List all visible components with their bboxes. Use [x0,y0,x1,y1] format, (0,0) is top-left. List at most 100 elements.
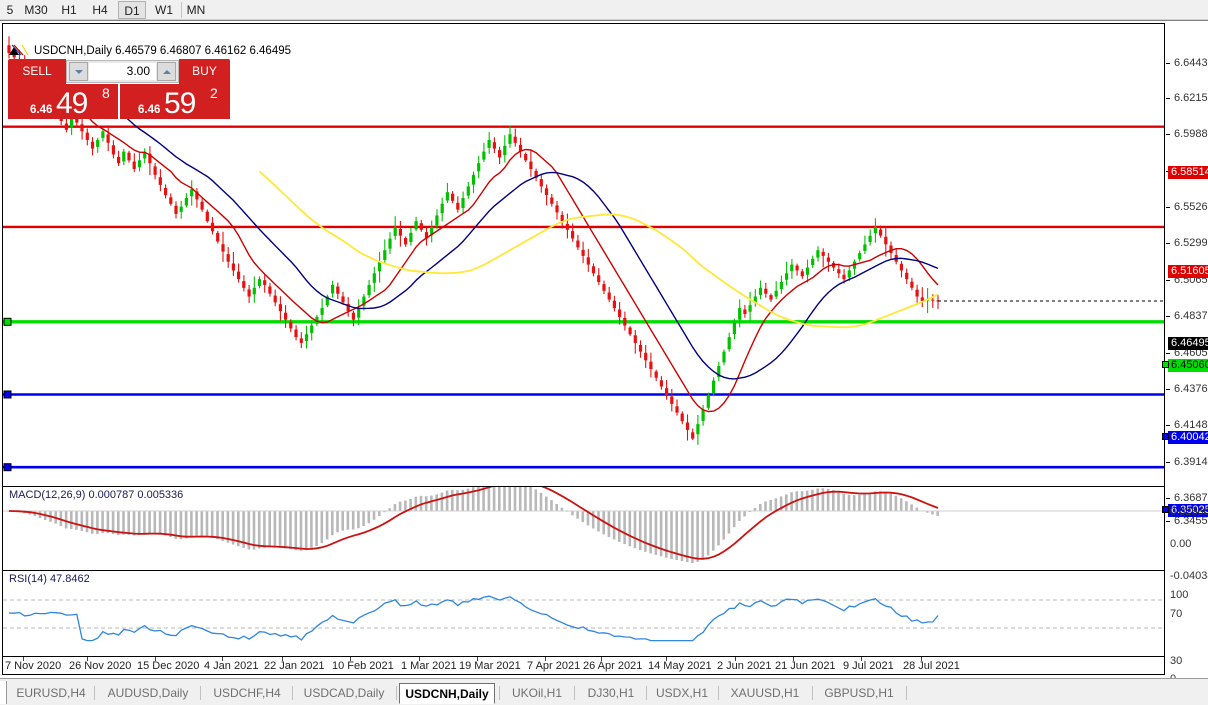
macd-axis-label: 0.025609 [1170,506,1208,518]
chart-tab-eurusd-h4[interactable]: EURUSD,H4 [16,686,86,700]
level-drag-handle[interactable] [1162,361,1169,368]
date-axis-label: 21 Jun 2021 [775,660,836,672]
level-drag-handle[interactable] [1162,433,1169,440]
date-axis-tick [350,657,351,661]
date-axis-tick [601,657,602,661]
level-drag-handle[interactable] [3,390,12,399]
date-axis-label: 14 May 2021 [648,660,712,672]
volume-increase-button[interactable] [157,62,176,81]
sell-price-big: 49 [56,87,88,119]
date-axis-label: 10 Feb 2021 [332,660,394,672]
price-axis-tick [1166,521,1170,522]
date-axis-label: 2 Jun 2021 [717,660,772,672]
price-level-tag-red[interactable]: 6.51605 [1168,265,1208,278]
price-axis-tick [1166,243,1170,244]
timeframe-button-w1[interactable]: W1 [155,3,173,17]
date-axis-tick [921,657,922,661]
price-scale-axis[interactable]: 6.644306.621556.598806.575406.552656.529… [1162,41,1208,699]
price-axis-tick [1166,353,1170,354]
date-axis-label: 26 Nov 2020 [69,660,132,672]
rsi-pane[interactable]: RSI(14) 47.8462 [3,570,1164,655]
date-axis-tick [666,657,667,661]
date-axis-label: 19 Mar 2021 [459,660,521,672]
sell-button[interactable]: SELL [8,59,66,84]
rsi-axis-label: 100 [1170,589,1189,601]
tab-separator [396,686,397,700]
date-axis-tick [222,657,223,661]
date-axis-label: 7 Apr 2021 [527,660,581,672]
chart-tab-usdcnh-daily[interactable]: USDCNH,Daily [399,683,495,704]
tab-separator [646,686,647,700]
timeframe-button-mn[interactable]: MN [186,3,206,17]
volume-input[interactable]: 3.00 [89,63,156,80]
price-axis-label: 6.55265 [1174,201,1208,213]
tab-separator [812,686,813,700]
price-axis-tick [1166,389,1170,390]
price-level-tag-green[interactable]: 6.45060 [1168,359,1208,372]
timeframe-button-d1[interactable]: D1 [118,1,146,19]
price-axis-label: 6.62155 [1174,92,1208,104]
volume-stepper[interactable]: 3.00 [66,60,179,83]
tab-separator [718,686,719,700]
price-axis-label: 6.41485 [1174,419,1208,431]
chevron-down-icon [74,69,83,74]
date-axis-label: 1 Mar 2021 [401,660,457,672]
price-axis-tick [1166,134,1170,135]
date-axis[interactable]: 7 Nov 2020 26 Nov 2020 15 Dec 2020 4 Jan 20… [3,656,1164,674]
price-axis-label: 6.48375 [1174,310,1208,322]
price-axis-label: 6.52990 [1174,237,1208,249]
volume-decrease-button[interactable] [69,62,88,81]
level-drag-handle[interactable] [3,463,12,472]
chart-tab-gbpusd-h1[interactable]: GBPUSD,H1 [824,686,894,700]
price-level-tag-blue[interactable]: 6.40042 [1168,431,1208,444]
price-level-tag-blue[interactable]: 6.35025 [1168,504,1208,517]
buy-price-display[interactable]: 6.46 59 2 [120,84,230,119]
date-axis-tick [155,657,156,661]
chart-tab-bar-inner: EURUSD,H4 AUDUSD,Daily USDCHF,H4 USDCAD,Dai… [0,679,1208,705]
chevron-up-icon [162,69,171,74]
macd-pane[interactable]: MACD(12,26,9) 0.000787 0.005336 [3,486,1164,569]
date-axis-label: 7 Nov 2020 [5,660,62,672]
moving-average-mid [123,114,939,380]
date-axis-label: 22 Jan 2021 [264,660,325,672]
price-axis-label: 6.59880 [1174,128,1208,140]
chart-tab-usdchf-h4[interactable]: USDCHF,H4 [213,686,281,700]
sell-price-fraction: 8 [102,85,110,101]
level-drag-handle[interactable] [1162,506,1169,513]
date-axis-tick [282,657,283,661]
chart-tab-usdx-h1[interactable]: USDX,H1 [655,686,708,700]
price-axis-label: 6.43760 [1174,383,1208,395]
timeframe-button-m30[interactable]: M30 [24,3,48,17]
buy-button[interactable]: BUY [179,59,230,84]
sell-price-display[interactable]: 6.46 49 8 [8,84,118,119]
price-level-tag-black[interactable]: 6.46495 [1168,337,1208,350]
timeframe-button-5[interactable]: 5 [6,3,14,17]
price-axis-tick [1166,498,1170,499]
macd-axis-label: 0.00 [1170,538,1192,550]
one-click-trade-panel[interactable]: SELL 3.00 BUY 6.46 49 8 6.46 59 [8,59,230,119]
date-axis-tick [735,657,736,661]
timeframe-button-h1[interactable]: H1 [61,3,77,17]
price-axis-label: 6.36870 [1174,492,1208,504]
price-level-tag-red[interactable]: 6.58514 [1168,166,1208,179]
chart-header: USDCNH,Daily 6.46579 6.46807 6.46162 6.4… [8,44,291,58]
timeframe-button-h4[interactable]: H4 [92,3,108,17]
chart-tab-audusd-daily[interactable]: AUDUSD,Daily [107,686,189,700]
date-axis-tick [419,657,420,661]
tab-separator [906,686,907,700]
chart-tab-xauusd-h1[interactable]: XAUUSD,H1 [730,686,800,700]
price-axis-tick [1166,425,1170,426]
chart-tab-dj30-h1[interactable]: DJ30,H1 [587,686,635,700]
chart-tab-usdcad-daily[interactable]: USDCAD,Daily [303,686,385,700]
chart-tab-ukoil-h1[interactable]: UKOil,H1 [511,686,562,700]
macd-label: MACD(12,26,9) 0.000787 0.005336 [9,489,184,501]
tab-separator [574,686,575,700]
buy-price-fraction: 2 [210,85,218,101]
tab-separator [292,686,293,700]
trade-panel-price-row: 6.46 49 8 6.46 59 2 [8,84,230,119]
date-axis-label: 26 Apr 2021 [583,660,643,672]
chart-canvas-window[interactable]: MACD(12,26,9) 0.000787 0.005336 RSI(14) … [2,23,1165,675]
buy-price-big: 59 [164,87,196,119]
level-drag-handle[interactable] [3,317,12,326]
rsi-axis-label: 70 [1170,608,1183,620]
